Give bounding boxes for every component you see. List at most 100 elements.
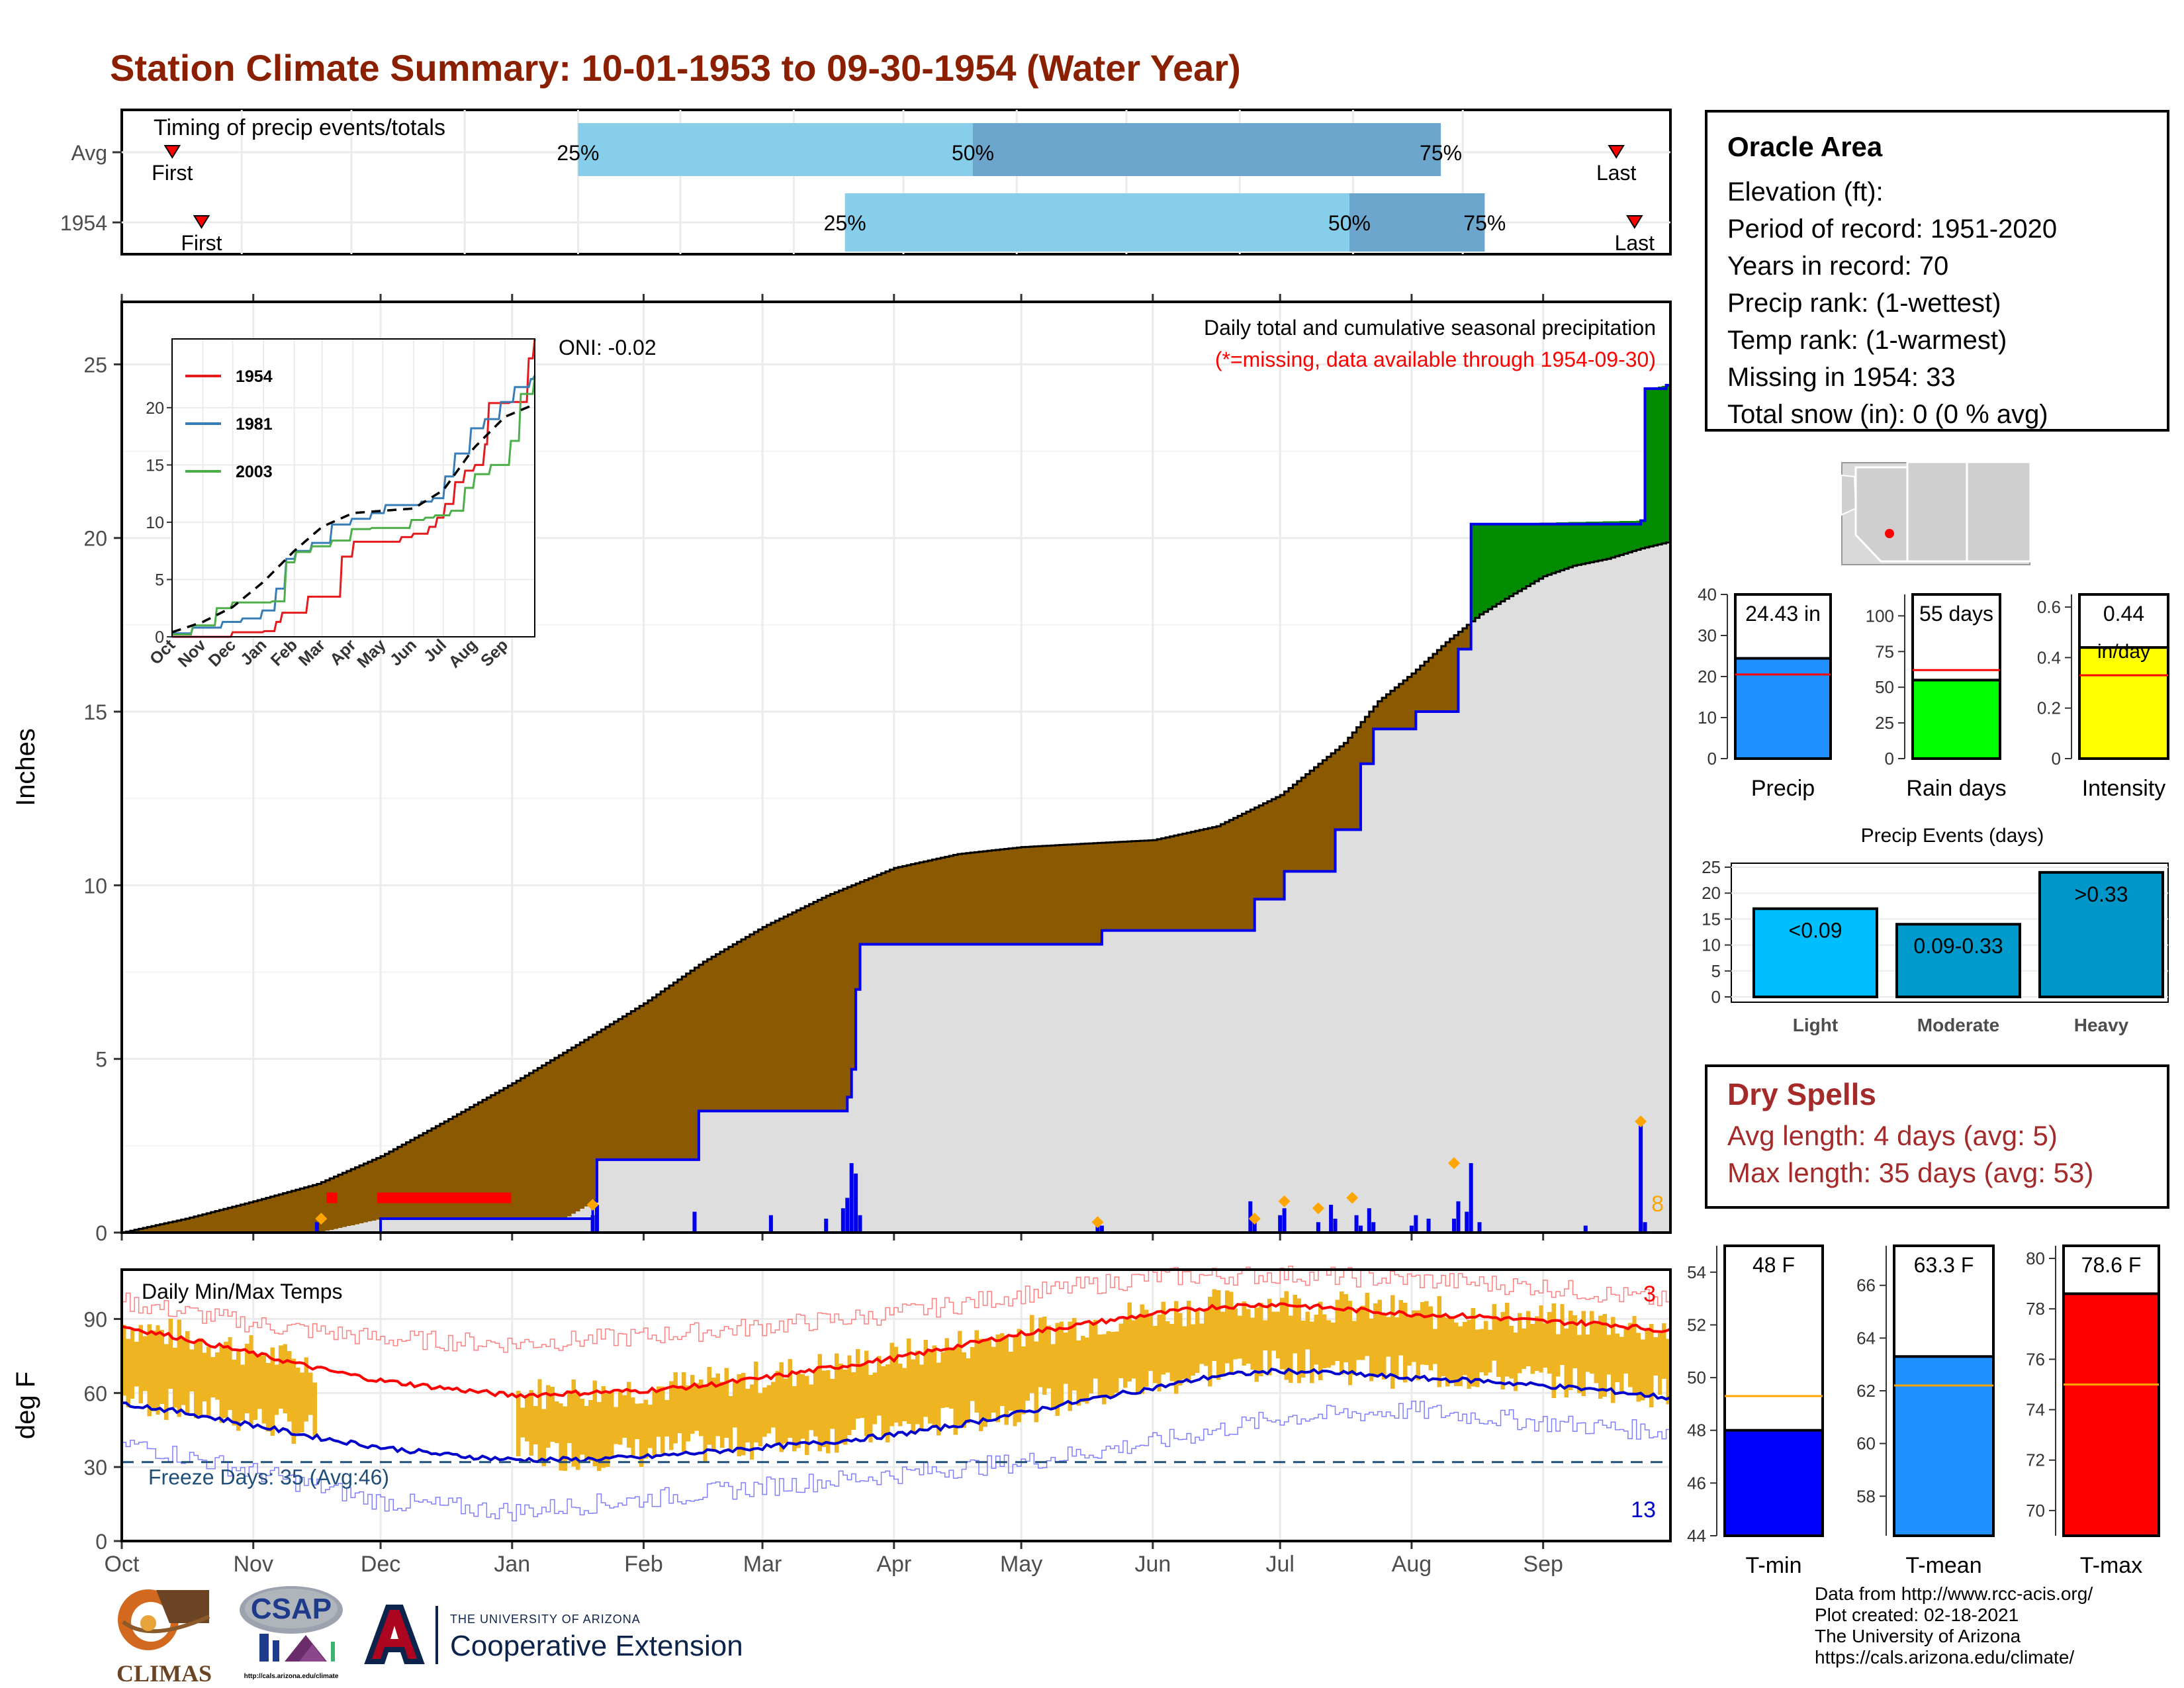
precip-missing-marker (385, 1192, 392, 1203)
temp-max-summary-ytick-label: 74 (2026, 1400, 2045, 1420)
precip-ytick-label: 15 (83, 700, 107, 724)
intensity-summary-category-label: Intensity (2082, 776, 2166, 801)
precip-missing-count: 8 (1651, 1192, 1664, 1217)
temps-record-high-count: 3 (1643, 1282, 1656, 1307)
ua-small-text: THE UNIVERSITY OF ARIZONA (450, 1613, 641, 1626)
temps-month-label: Feb (624, 1552, 663, 1577)
temp-min-summary-ytick-label: 54 (1687, 1262, 1706, 1282)
station-info-line: Precip rank: (1-wettest) (1727, 289, 2001, 318)
temps-month-label: May (1000, 1552, 1042, 1577)
ua-a-icon (364, 1605, 425, 1664)
footer-line: https://cals.arizona.edu/climate/ (1815, 1647, 2075, 1667)
page-title: Station Climate Summary: 10-01-1953 to 0… (110, 47, 1241, 89)
temp-max-summary-ytick-label: 72 (2026, 1450, 2045, 1470)
precip-daily-bar (845, 1197, 850, 1233)
timing-marker-label: Last (1596, 161, 1637, 185)
timing-pct-label: 75% (1420, 141, 1462, 165)
precip-missing-marker (406, 1192, 414, 1203)
station-info-line: Temp rank: (1-warmest) (1727, 326, 2007, 355)
precip-daily-bar (1456, 1201, 1461, 1233)
temp-mean-summary-ytick-label: 62 (1856, 1381, 1876, 1401)
precip-ytick-label: 5 (95, 1048, 107, 1072)
precip-missing-marker (377, 1192, 385, 1203)
events-category-label: Light (1793, 1015, 1838, 1035)
precip-missing-marker (475, 1192, 482, 1203)
temps-ytick-label: 60 (83, 1382, 107, 1405)
precip-daily-bar (858, 1215, 862, 1233)
precip-normal-line (122, 541, 1672, 1234)
precip-event-marker (586, 1199, 599, 1211)
precip-missing-marker (420, 1192, 427, 1203)
precip-daily-bar (1414, 1215, 1418, 1233)
climas-logo-text: CLIMAS (116, 1660, 212, 1687)
precip-event-marker (315, 1213, 328, 1225)
inset-legend-label: 2003 (236, 463, 273, 481)
temp-min-summary-category-label: T-min (1746, 1553, 1802, 1578)
timing-pct-label: 50% (952, 141, 994, 165)
precip-daily-bar (1359, 1225, 1363, 1233)
events-ytick-label: 10 (1702, 935, 1721, 955)
station-info-line: Missing in 1954: 33 (1727, 363, 1956, 392)
events-bar-label: >0.33 (2075, 882, 2128, 906)
precip-summary-ytick-label: 10 (1698, 708, 1717, 727)
timing-marker (1608, 145, 1625, 159)
precip-missing-marker (500, 1192, 507, 1203)
precip-ytick-label: 25 (83, 353, 107, 377)
precip-event-marker (1346, 1192, 1359, 1204)
timing-marker (163, 145, 181, 159)
climas-logo: CLIMAS (110, 1583, 218, 1687)
precip-subtitle: (*=missing, data available through 1954-… (1215, 348, 1656, 371)
precip-panel-frame (120, 301, 1672, 1234)
inset-series-line (172, 375, 536, 635)
timing-marker-label: First (152, 161, 193, 185)
precip-daily-bar (1426, 1219, 1431, 1233)
precip-missing-marker (487, 1192, 494, 1203)
station-info-line: Total snow (in): 0 (0 % avg) (1727, 400, 2048, 429)
temps-ytick-label: 30 (83, 1456, 107, 1479)
raindays-summary-ytick-label: 0 (1885, 749, 1894, 769)
station-location-marker (1885, 529, 1894, 538)
precip-missing-marker (457, 1192, 465, 1203)
dry-spells-title: Dry Spells (1727, 1077, 1876, 1111)
station-info-line: Elevation (ft): (1727, 177, 1884, 207)
precip-daily-bar (1643, 1222, 1647, 1233)
temps-month-label: Oct (105, 1552, 140, 1577)
precip-daily-bar (849, 1163, 854, 1233)
precip-summary-category-label: Precip (1751, 776, 1815, 801)
precip-daily-bar (854, 1173, 858, 1233)
precip-missing-marker (415, 1192, 422, 1203)
precip-missing-marker (496, 1192, 503, 1203)
temps-freeze-label: Freeze Days: 35 (Avg:46) (148, 1466, 389, 1489)
precip-missing-marker (432, 1192, 439, 1203)
intensity-summary-unit-label: in/day (2097, 641, 2150, 663)
precip-missing-marker (504, 1192, 512, 1203)
precip-ytick-label: 20 (83, 527, 107, 551)
inset-series-line (172, 376, 536, 636)
precip-daily-bar (824, 1219, 829, 1233)
temp-min-summary-value-label: 48 F (1752, 1253, 1795, 1277)
intensity-summary-ytick-label: 0.4 (2037, 647, 2061, 667)
temps-record-high-line (122, 1266, 1671, 1353)
temp-min-summary-ytick-label: 46 (1687, 1473, 1706, 1493)
temps-title: Daily Min/Max Temps (142, 1280, 342, 1303)
temp-mean-summary-ytick-label: 60 (1856, 1434, 1876, 1454)
csap-logo-text: CSAP (250, 1593, 332, 1625)
raindays-summary-ytick-label: 100 (1866, 606, 1894, 626)
precip-event-marker (1091, 1216, 1104, 1229)
intensity-summary-bar (2078, 646, 2169, 760)
raindays-summary-category-label: Rain days (1906, 776, 2006, 801)
precip-summary-value-label: 24.43 in (1745, 602, 1821, 626)
precip-daily-bar (841, 1208, 845, 1233)
precip-missing-marker (483, 1192, 490, 1203)
precip-summary-ytick-label: 40 (1698, 585, 1717, 604)
precip-summary-ytick-label: 30 (1698, 626, 1717, 645)
precip-title: Daily total and cumulative seasonal prec… (1204, 316, 1656, 340)
raindays-summary-ytick-label: 50 (1875, 677, 1894, 697)
precip-missing-marker (466, 1192, 473, 1203)
temp-min-summary-ytick-label: 50 (1687, 1368, 1706, 1387)
precip-missing-marker (462, 1192, 469, 1203)
events-ytick-label: 5 (1711, 961, 1721, 981)
precip-daily-bar (1278, 1215, 1283, 1233)
temp-min-summary-ytick-label: 48 (1687, 1421, 1706, 1440)
ua-cooperative-extension-logo: THE UNIVERSITY OF ARIZONA Cooperative Ex… (361, 1602, 772, 1668)
